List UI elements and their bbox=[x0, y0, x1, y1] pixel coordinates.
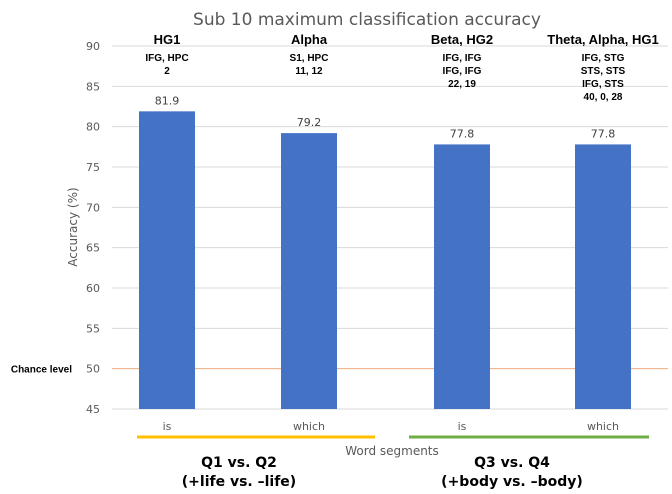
bar-3 bbox=[434, 144, 490, 409]
annotation-line: 22, 19 bbox=[448, 79, 476, 90]
value-label-2: 79.2 bbox=[297, 116, 322, 129]
x-axis-title: Word segments bbox=[345, 444, 439, 458]
bar-2 bbox=[281, 133, 337, 409]
y-tick-label: 80 bbox=[86, 121, 100, 134]
comparison-groups: Q1 vs. Q2 (+life vs. –life) Q3 vs. Q4 (+bod… bbox=[137, 435, 649, 490]
bar-annotations: HG1 IFG, HPC 2 Alpha S1, HPC 11, 12 Beta, HG2 I… bbox=[145, 32, 658, 103]
annotation-title-1: HG1 bbox=[154, 32, 181, 47]
annotation-line: STS, STS bbox=[581, 66, 626, 77]
annotation-line: IFG, IFG bbox=[443, 66, 482, 77]
y-tick-labels: 45 50 55 60 65 70 75 80 85 90 bbox=[86, 40, 100, 416]
value-label-3: 77.8 bbox=[450, 127, 475, 140]
y-tick-label: 85 bbox=[86, 80, 100, 93]
group-label-1: Q1 vs. Q2 bbox=[201, 455, 277, 471]
chart-title: Sub 10 maximum classification accuracy bbox=[193, 10, 541, 30]
annotation-line: IFG, STS bbox=[582, 79, 624, 90]
value-labels: 81.9 79.2 77.8 77.8 bbox=[155, 94, 616, 140]
bar-4 bbox=[575, 144, 631, 409]
x-category-labels: is which is which bbox=[163, 420, 619, 433]
annotation-title-4: Theta, Alpha, HG1 bbox=[547, 32, 658, 47]
annotation-line: 40, 0, 28 bbox=[584, 92, 623, 103]
group-label-2: Q3 vs. Q4 bbox=[474, 455, 550, 471]
category-label-2: which bbox=[293, 420, 325, 433]
y-tick-label: 55 bbox=[86, 322, 100, 335]
y-tick-label: 50 bbox=[86, 363, 100, 376]
category-label-3: is bbox=[458, 420, 467, 433]
group-sublabel-2: (+body vs. –body) bbox=[441, 474, 583, 490]
annotation-title-2: Alpha bbox=[291, 32, 328, 47]
bar-1 bbox=[139, 111, 195, 409]
y-tick-label: 70 bbox=[86, 201, 100, 214]
bars bbox=[139, 111, 631, 409]
annotation-title-3: Beta, HG2 bbox=[431, 32, 493, 47]
annotation-line: IFG, IFG bbox=[443, 53, 482, 64]
annotation-line: IFG, HPC bbox=[145, 53, 188, 64]
y-tick-label: 60 bbox=[86, 282, 100, 295]
y-tick-label: 65 bbox=[86, 242, 100, 255]
annotation-line: S1, HPC bbox=[290, 53, 329, 64]
y-tick-label: 45 bbox=[86, 403, 100, 416]
y-axis-title: Accuracy (%) bbox=[66, 187, 80, 266]
value-label-1: 81.9 bbox=[155, 94, 180, 107]
value-label-4: 77.8 bbox=[591, 127, 616, 140]
annotation-line: 2 bbox=[164, 66, 170, 77]
y-tick-label: 75 bbox=[86, 161, 100, 174]
category-label-1: is bbox=[163, 420, 172, 433]
chance-level-line-group: Chance level bbox=[11, 365, 668, 376]
category-label-4: which bbox=[587, 420, 619, 433]
chance-level-label: Chance level bbox=[11, 365, 72, 376]
annotation-line: IFG, STG bbox=[582, 53, 625, 64]
y-tick-label: 90 bbox=[86, 40, 100, 53]
annotation-line: 11, 12 bbox=[295, 66, 323, 77]
group-sublabel-1: (+life vs. –life) bbox=[182, 474, 296, 490]
